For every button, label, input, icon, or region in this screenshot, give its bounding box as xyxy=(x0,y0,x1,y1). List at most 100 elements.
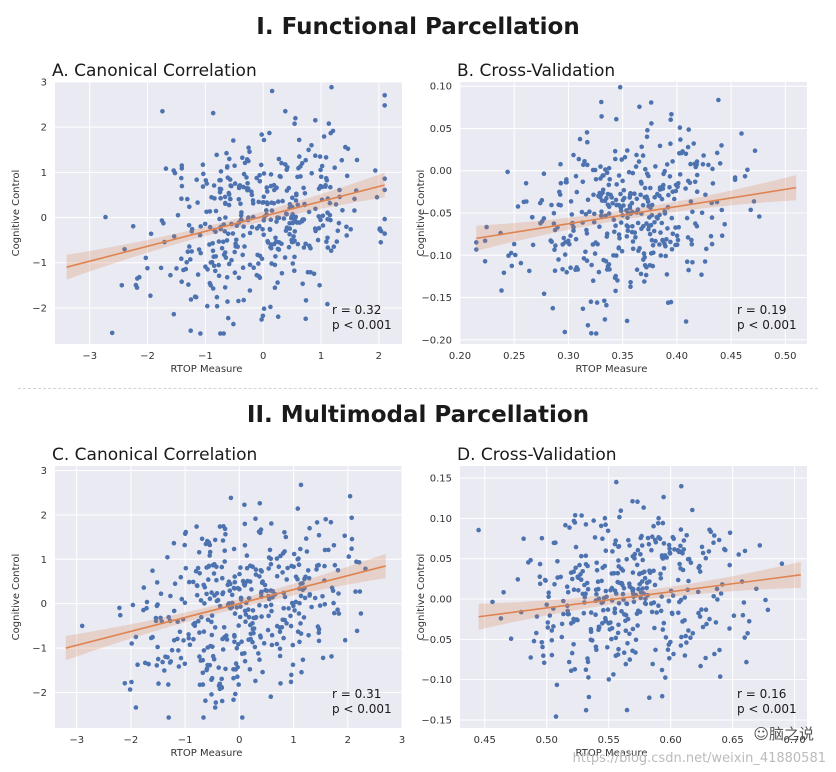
data-point xyxy=(476,527,481,533)
data-point xyxy=(666,598,672,604)
data-point xyxy=(265,201,270,207)
data-point xyxy=(230,600,235,606)
data-point xyxy=(591,192,596,198)
data-point xyxy=(268,172,274,177)
data-point xyxy=(599,198,605,203)
data-point xyxy=(200,682,206,687)
data-point xyxy=(144,599,150,605)
data-point xyxy=(620,178,625,184)
data-point xyxy=(236,682,241,687)
data-point xyxy=(172,581,178,586)
data-point xyxy=(732,175,738,180)
data-point xyxy=(254,272,260,278)
data-point xyxy=(169,647,175,653)
x-tick-label: 2 xyxy=(376,351,382,362)
data-point xyxy=(661,620,667,626)
regression-line xyxy=(478,574,801,618)
data-point xyxy=(634,267,640,272)
data-point xyxy=(317,154,323,159)
data-point xyxy=(214,294,220,300)
wechat-logo: ☺脑之说 xyxy=(753,725,814,743)
data-point xyxy=(649,547,654,553)
data-point xyxy=(594,647,599,653)
data-point xyxy=(593,177,599,182)
data-point xyxy=(678,643,684,648)
data-point xyxy=(616,245,621,251)
data-point xyxy=(717,674,723,679)
data-point xyxy=(602,317,608,322)
data-point xyxy=(585,656,590,661)
data-point xyxy=(678,543,683,549)
x-axis-label: RTOP Measure xyxy=(171,364,243,375)
data-point xyxy=(666,192,671,198)
data-point xyxy=(316,532,322,538)
data-point xyxy=(634,152,639,158)
data-point xyxy=(272,285,278,290)
data-point xyxy=(647,215,652,220)
data-point xyxy=(219,564,225,570)
x-tick-label: 0.50 xyxy=(536,735,558,746)
scatter-chart-c: C. Canonical Correlation −3 −2 −1 0 1 2 3 −2 −1 0 1… xyxy=(11,445,405,759)
data-point xyxy=(652,195,657,200)
data-point xyxy=(239,210,244,215)
data-point xyxy=(586,675,591,680)
data-point xyxy=(259,317,264,322)
data-point xyxy=(571,569,576,574)
data-point xyxy=(676,549,682,555)
data-point xyxy=(257,603,262,608)
data-point xyxy=(658,253,664,258)
data-point xyxy=(248,563,253,569)
data-point xyxy=(137,274,142,280)
data-point xyxy=(619,248,625,254)
data-point xyxy=(188,257,193,262)
x-tick-label: 0 xyxy=(260,351,266,362)
data-point xyxy=(587,209,592,214)
data-point xyxy=(303,241,308,247)
data-point xyxy=(577,562,582,568)
data-point xyxy=(742,635,747,640)
data-point xyxy=(213,208,219,214)
data-point xyxy=(313,118,318,123)
data-point xyxy=(501,590,506,595)
data-point xyxy=(293,115,298,121)
data-point xyxy=(583,707,589,713)
section-2-title: II. Multimodal Parcellation xyxy=(246,402,590,428)
data-point xyxy=(607,177,612,182)
data-point xyxy=(684,259,690,264)
data-point xyxy=(382,216,388,222)
data-point xyxy=(664,272,670,277)
data-point xyxy=(614,116,619,122)
data-point xyxy=(218,196,223,201)
y-tick-label: 0.10 xyxy=(430,514,452,525)
data-point xyxy=(198,331,203,336)
data-point xyxy=(280,551,286,556)
data-point xyxy=(261,641,267,646)
x-tick-label: 0.45 xyxy=(474,735,496,746)
data-point xyxy=(644,221,649,226)
data-point xyxy=(176,648,181,653)
data-point xyxy=(656,603,661,608)
data-point xyxy=(264,208,269,213)
data-point xyxy=(165,555,170,560)
y-tick-label: −0.20 xyxy=(421,335,452,346)
data-point xyxy=(557,189,562,195)
data-point xyxy=(588,629,594,635)
data-point xyxy=(218,186,224,192)
data-point xyxy=(552,582,557,587)
data-point xyxy=(212,625,218,630)
data-point xyxy=(273,254,278,259)
data-point xyxy=(549,652,555,658)
data-point xyxy=(584,580,590,586)
data-point xyxy=(571,587,577,592)
data-point xyxy=(224,150,229,156)
data-point xyxy=(382,103,388,108)
data-point xyxy=(680,551,685,556)
data-point xyxy=(212,537,218,543)
data-point xyxy=(284,577,290,582)
data-point xyxy=(599,209,604,214)
data-point xyxy=(354,157,360,163)
data-point xyxy=(541,171,547,176)
data-point xyxy=(206,540,212,545)
data-point xyxy=(220,647,226,652)
data-point xyxy=(616,622,621,628)
